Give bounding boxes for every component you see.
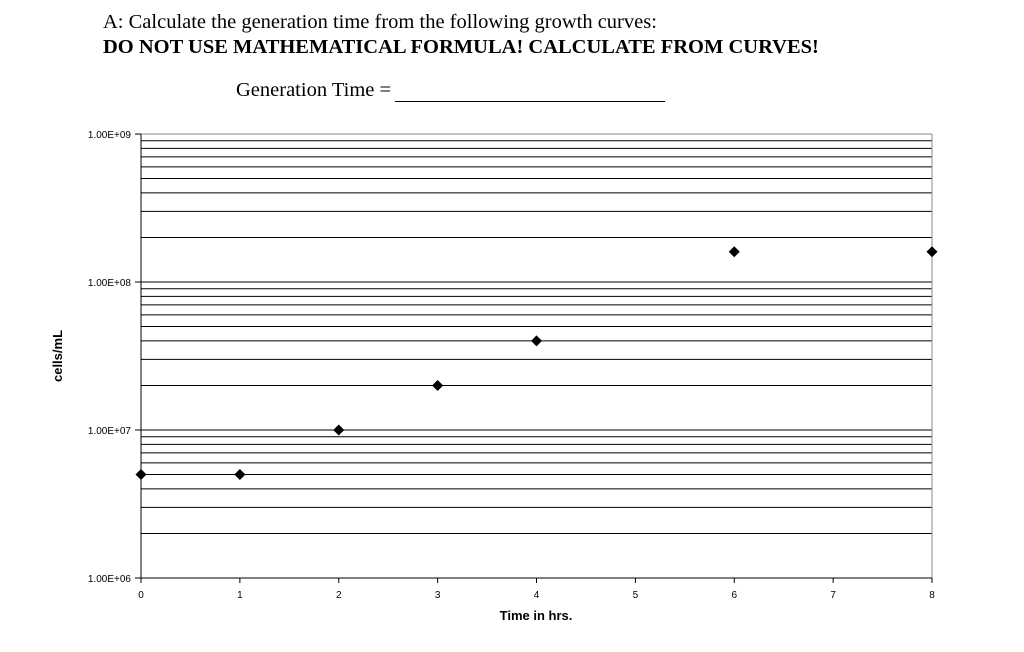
generation-time-answer: Generation Time =: [236, 79, 666, 102]
answer-blank[interactable]: [395, 81, 666, 102]
x-tick-label: 5: [633, 590, 639, 601]
answer-label: Generation Time =: [236, 79, 392, 101]
data-point: [135, 469, 147, 481]
x-tick-label: 2: [336, 590, 342, 601]
x-tick-label: 4: [534, 590, 540, 601]
y-tick-label: 1.00E+06: [88, 574, 132, 585]
question-instruction: DO NOT USE MATHEMATICAL FORMULA! CALCULA…: [103, 36, 819, 58]
y-tick-label: 1.00E+07: [88, 426, 132, 437]
x-tick-label: 7: [830, 590, 836, 601]
x-axis-label: Time in hrs.: [500, 608, 573, 623]
question-title: A: Calculate the generation time from th…: [103, 11, 657, 33]
x-tick-label: 0: [138, 590, 144, 601]
x-tick-label: 3: [435, 590, 441, 601]
data-point: [234, 469, 246, 481]
y-tick-label: 1.00E+09: [88, 130, 132, 141]
y-tick-label: 1.00E+08: [88, 278, 132, 289]
data-point: [432, 379, 444, 391]
data-point: [333, 424, 345, 436]
y-axis-label: cells/mL: [50, 330, 65, 382]
x-tick-label: 8: [929, 590, 935, 601]
data-point: [926, 246, 938, 258]
data-point: [531, 335, 542, 347]
x-tick-label: 1: [237, 590, 243, 601]
data-point: [728, 246, 740, 258]
x-tick-label: 6: [731, 590, 737, 601]
